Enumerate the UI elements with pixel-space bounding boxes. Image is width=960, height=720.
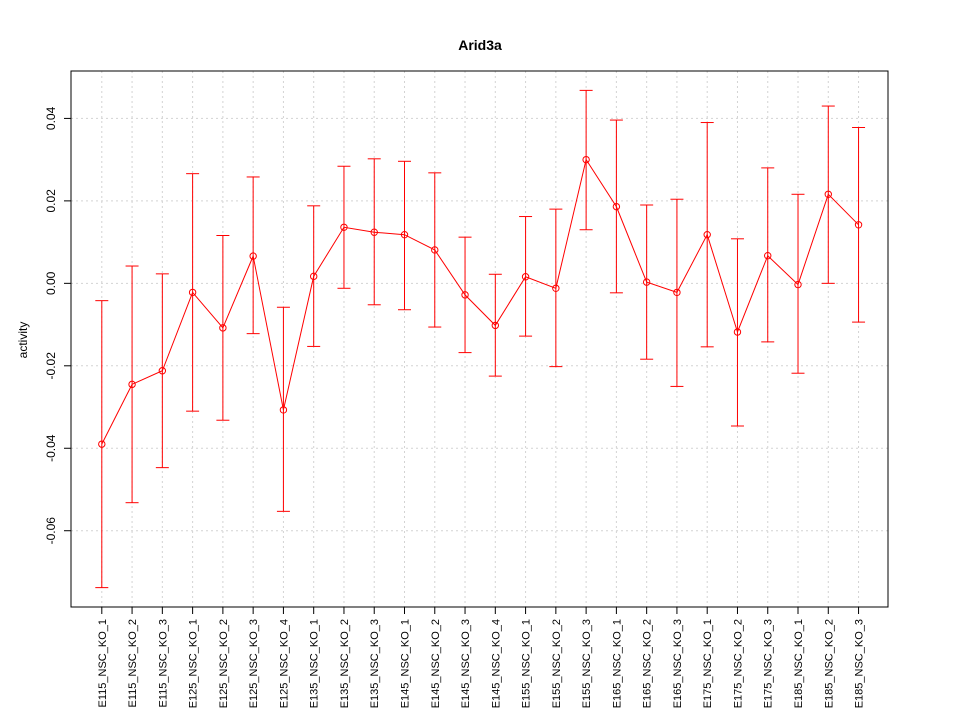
data-point [400, 230, 409, 239]
data-point [188, 288, 197, 297]
y-tick-label: 0.00 [44, 271, 58, 295]
data-point [279, 406, 288, 414]
y-tick-label: -0.06 [44, 517, 58, 545]
data-point [733, 328, 742, 336]
data-point [249, 252, 257, 260]
x-tick-label: E185_NSC_KO_1 [793, 619, 805, 708]
x-tick-label: E145_NSC_KO_1 [400, 619, 412, 708]
data-point [642, 278, 651, 286]
x-tick-label: E145_NSC_KO_4 [490, 619, 502, 708]
grid [71, 71, 888, 607]
x-tick-label: E175_NSC_KO_3 [763, 619, 775, 708]
data-point [158, 367, 167, 375]
x-tick-label: E155_NSC_KO_2 [551, 619, 563, 708]
x-tick-label: E185_NSC_KO_3 [854, 619, 866, 708]
y-tick-label: 0.02 [44, 189, 58, 213]
data-point [128, 380, 136, 389]
x-tick-label: E115_NSC_KO_1 [97, 619, 109, 707]
chart-title: Arid3a [458, 37, 502, 53]
data-point [612, 202, 621, 211]
data-point [309, 272, 318, 281]
data-point [673, 288, 681, 297]
x-tick-label: E125_NSC_KO_1 [188, 619, 200, 708]
data-point [491, 321, 500, 330]
x-tick-label: E135_NSC_KO_2 [339, 619, 351, 708]
data-point [521, 273, 530, 281]
x-tick-label: E125_NSC_KO_4 [278, 619, 290, 708]
x-tick-label: E165_NSC_KO_1 [611, 619, 623, 708]
x-tick-label: E135_NSC_KO_1 [309, 619, 321, 708]
data-point [219, 324, 227, 332]
x-tick-label: E155_NSC_KO_3 [581, 619, 593, 708]
data-point [461, 291, 469, 299]
y-tick-label: -0.02 [44, 352, 58, 380]
x-tick-label: E125_NSC_KO_2 [218, 619, 230, 708]
x-tick-label: E115_NSC_KO_2 [127, 619, 139, 707]
x-tick-label: E165_NSC_KO_3 [672, 619, 684, 708]
data-point [794, 280, 802, 289]
data-point [431, 246, 439, 254]
data-point [582, 155, 590, 164]
y-tick-label: 0.04 [44, 106, 58, 130]
data-point [764, 252, 772, 260]
data-point [98, 440, 106, 448]
x-tick-label: E125_NSC_KO_3 [248, 619, 260, 708]
x-axis: E115_NSC_KO_1 E115_NSC_KO_2 E115_NSC_KO_3 E… [97, 607, 866, 708]
data-point [824, 190, 832, 198]
plot-frame [70, 70, 889, 608]
data-point [703, 230, 711, 239]
x-tick-label: E175_NSC_KO_2 [732, 619, 744, 708]
data-point [370, 228, 378, 236]
x-tick-label: E185_NSC_KO_2 [823, 619, 835, 708]
x-tick-label: E135_NSC_KO_3 [369, 619, 381, 708]
data-point [340, 223, 348, 231]
series-line [101, 158, 859, 445]
y-axis-label: activity [16, 322, 30, 359]
x-tick-label: E145_NSC_KO_3 [460, 619, 472, 708]
x-tick-label: E155_NSC_KO_1 [521, 619, 533, 708]
y-tick-label: -0.04 [44, 434, 58, 462]
data-point [552, 284, 560, 292]
x-tick-label: E165_NSC_KO_2 [642, 619, 654, 708]
x-tick-label: E145_NSC_KO_2 [430, 619, 442, 708]
y-axis: -0.06 -0.04 -0.02 0.00 0.02 0.04 [44, 106, 71, 544]
data-point [854, 221, 863, 229]
x-tick-label: E175_NSC_KO_1 [702, 619, 714, 708]
series-layer [95, 89, 866, 589]
x-tick-label: E115_NSC_KO_3 [157, 619, 169, 707]
